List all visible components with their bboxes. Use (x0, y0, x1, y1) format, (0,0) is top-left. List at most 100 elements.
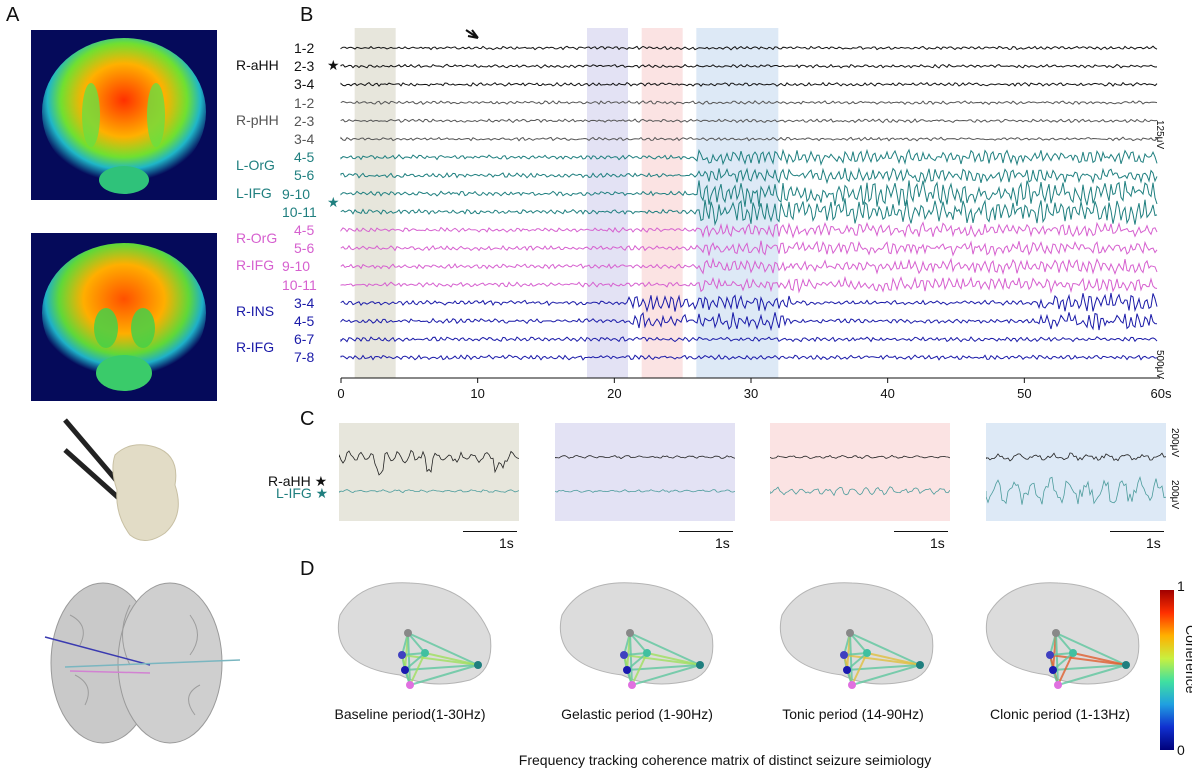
x-tick-label: 50 (1017, 386, 1032, 401)
electrode-node (623, 666, 631, 674)
channel-label: 7-8 (294, 349, 315, 366)
time-scale-bar (1110, 531, 1164, 532)
coherence-edge (424, 652, 479, 666)
eeg-trace (340, 292, 1158, 313)
zoom-window-1 (554, 423, 736, 521)
star-icon: ★ (314, 473, 328, 489)
region-label: R-IFG (236, 339, 275, 356)
channel-label: 1-2 (294, 40, 315, 56)
electrode-node (843, 666, 851, 674)
coherence-edge (626, 652, 648, 671)
region-label: L-OrG (236, 157, 275, 174)
coherence-edge (631, 652, 648, 686)
zoom-trace (554, 489, 736, 493)
zoom-trace (769, 454, 951, 459)
coherence-edge (849, 632, 853, 686)
time-scale-label: 1s (1146, 535, 1161, 551)
period-caption-1: Gelastic period (1-90Hz) (561, 706, 713, 722)
channel-label: 4-5 (294, 149, 315, 166)
channel-label: 5-6 (294, 240, 315, 257)
zoom-traces (338, 449, 520, 494)
zoom-trace (338, 449, 520, 476)
colorbar-title: Coherence (1183, 625, 1192, 694)
electrode-node (404, 629, 412, 637)
channel-label: 10-11 (282, 203, 317, 220)
eeg-trace (340, 167, 1158, 185)
coherence-brain-1 (559, 582, 714, 689)
electrode-node (1052, 629, 1060, 637)
electrode-node (401, 666, 409, 674)
electrode-node (628, 681, 636, 689)
eeg-trace (340, 118, 1158, 124)
star-icon: ★ (327, 57, 340, 74)
channel-label: 5-6 (294, 167, 315, 184)
coherence-edge (407, 632, 426, 654)
scale-bar-bottom: 500μV (1154, 350, 1165, 380)
x-tick-label: 30 (743, 386, 759, 401)
channel-label: 2-3 (294, 112, 315, 129)
channel-label: 2-3 (294, 58, 315, 75)
period-caption-3: Clonic period (1-13Hz) (989, 706, 1131, 722)
electrode-node (1054, 681, 1062, 689)
period-band-2 (641, 28, 683, 378)
coherence-edge (851, 652, 868, 686)
scale-bar-top: 125μV (1154, 120, 1165, 150)
coherence-edge (629, 632, 648, 654)
electrode-node (421, 649, 429, 657)
electrode-node (406, 681, 414, 689)
electrode-node (696, 661, 704, 669)
coherence-brain-2 (779, 582, 934, 689)
coherence-edge (846, 652, 868, 671)
brain-render-electrodes (44, 582, 241, 744)
zoom-label-lifg: L-IFG ★ (276, 485, 329, 501)
coherence-edge (629, 632, 633, 686)
eeg-trace (340, 198, 1158, 227)
star-icon: ★ (315, 485, 329, 501)
coherence-edge (407, 632, 411, 686)
zoom-label-raHH: R-aHH ★ (268, 473, 328, 489)
arrow-icon (465, 29, 479, 39)
pet-scan-coronal-lower (31, 233, 217, 401)
time-scale-label: 1s (499, 535, 514, 551)
electrode-node (1049, 666, 1057, 674)
coherence-edge (409, 652, 426, 686)
electrode-node (1069, 649, 1077, 657)
coherence-brain-0 (337, 582, 492, 689)
eeg-trace (340, 63, 1158, 69)
pet-scan-upper-image (42, 38, 206, 194)
figure-caption: Frequency tracking coherence matrix of d… (518, 752, 932, 768)
x-tick-label: 40 (880, 386, 895, 401)
electrode-node (626, 629, 634, 637)
zoom-window-2 (769, 423, 951, 521)
coherence-edge (843, 654, 921, 666)
x-tick-label: 20 (607, 386, 622, 401)
coherence-edge (849, 632, 921, 666)
coherence-edge (866, 652, 921, 666)
coherence-edge (1052, 652, 1074, 671)
coherence-edge (851, 664, 921, 686)
electrode-node (1122, 661, 1130, 669)
eeg-trace (340, 336, 1158, 343)
time-scale-label: 1s (930, 535, 945, 551)
coherence-edge (1055, 632, 1074, 654)
zoom-trace (338, 489, 520, 494)
coherence-edge (849, 632, 868, 654)
coherence-edge (1072, 652, 1127, 666)
coherence-edge (409, 664, 479, 686)
zoom-trace (985, 475, 1167, 505)
eeg-trace (340, 81, 1158, 87)
eeg-trace (340, 100, 1158, 106)
electrode-node (643, 649, 651, 657)
channel-label: 4-5 (294, 313, 315, 329)
channel-label: 9-10 (282, 185, 311, 202)
zoom-trace (769, 486, 951, 497)
colorbar (1160, 590, 1174, 750)
period-band-3 (696, 28, 779, 378)
period-caption-2: Tonic period (14-90Hz) (782, 706, 924, 722)
zoom-scale-top: 200μV (1169, 428, 1180, 458)
eeg-recording (340, 28, 1160, 383)
hypothalamic-hamartoma-render (63, 418, 179, 541)
channel-label: 3-4 (294, 131, 315, 147)
star-icon: ★ (327, 193, 340, 210)
coherence-edge (407, 632, 479, 666)
